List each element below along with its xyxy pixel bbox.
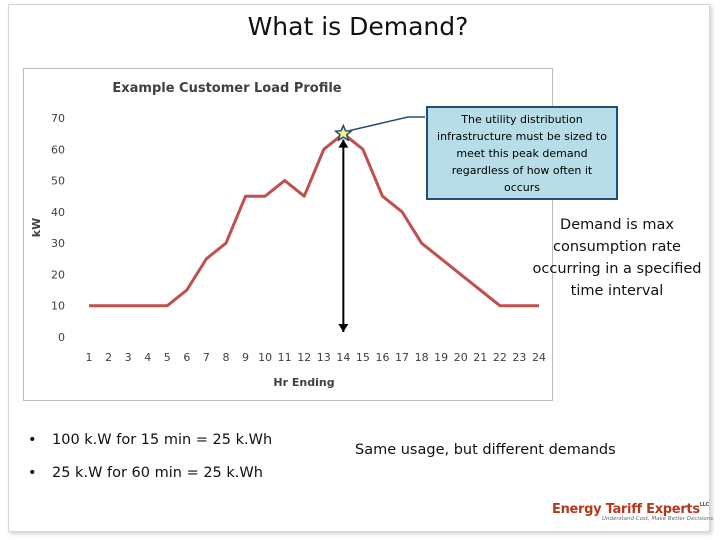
- callout-leader-line: [349, 116, 425, 132]
- logo-name: Energy Tariff Experts: [552, 502, 700, 517]
- series-line: [89, 132, 539, 308]
- bullet-item-1: • 100 k.W for 15 min = 25 k.Wh: [28, 432, 272, 448]
- bullet-text-1: 100 k.W for 15 min = 25 k.Wh: [52, 432, 273, 448]
- load-profile-chart: Example Customer Load Profile 0 10 20 30 40 50…: [30, 81, 546, 389]
- x-tick-label: 7: [203, 351, 210, 364]
- x-tick-label: 6: [183, 351, 190, 364]
- x-tick-label: 22: [493, 351, 507, 364]
- y-tick-label: 0: [58, 331, 65, 344]
- y-tick-label: 50: [51, 175, 65, 188]
- bullet-item-2: • 25 k.W for 60 min = 25 k.Wh: [28, 465, 263, 481]
- y-tick-label: 30: [51, 237, 65, 250]
- peak-arrow-head-bottom: [338, 324, 349, 332]
- x-tick-label: 10: [258, 351, 272, 364]
- demand-definition: Demand is max consumption rate occurring…: [532, 217, 702, 299]
- x-tick-label: 20: [454, 351, 468, 364]
- x-tick-label: 4: [144, 351, 151, 364]
- y-tick-label: 70: [51, 112, 65, 125]
- peak-star-icon: [333, 123, 353, 142]
- y-tick-label: 10: [51, 300, 65, 313]
- x-tick-label: 9: [242, 351, 249, 364]
- x-tick-label: 3: [125, 351, 132, 364]
- x-tick-label: 15: [356, 351, 370, 364]
- comparison-text: Same usage, but different demands: [355, 442, 616, 458]
- y-tick-label: 60: [51, 143, 65, 156]
- x-tick-label: 5: [164, 351, 171, 364]
- y-tick-label: 20: [51, 268, 65, 281]
- x-tick-label: 16: [375, 351, 389, 364]
- company-logo: Energy Tariff ExpertsLLC Understand Cost…: [552, 502, 714, 522]
- x-tick-label: 2: [105, 351, 112, 364]
- x-tick-label: 13: [317, 351, 331, 364]
- x-tick-label: 18: [415, 351, 429, 364]
- slide-title: What is Demand?: [247, 12, 469, 41]
- logo-suffix: LLC: [699, 502, 709, 508]
- chart-title: Example Customer Load Profile: [112, 81, 341, 96]
- x-tick-label: 12: [297, 351, 311, 364]
- x-axis-label: Hr Ending: [273, 376, 334, 389]
- logo-tagline: Understand Cost, Make Better Decisions: [602, 516, 714, 522]
- bullet-symbol: •: [28, 432, 37, 448]
- x-tick-label: 24: [532, 351, 546, 364]
- x-tick-label: 14: [336, 351, 350, 364]
- x-tick-label: 17: [395, 351, 409, 364]
- x-tick-label: 19: [434, 351, 448, 364]
- bullet-symbol: •: [28, 465, 37, 481]
- peak-arrow-head-top: [338, 139, 349, 148]
- y-axis-label: kW: [30, 218, 43, 237]
- y-tick-label: 40: [51, 206, 65, 219]
- x-tick-label: 23: [512, 351, 526, 364]
- x-tick-label: 21: [473, 351, 487, 364]
- x-tick-label: 8: [222, 351, 229, 364]
- bullet-text-2: 25 k.W for 60 min = 25 k.Wh: [52, 465, 263, 481]
- peak-demand-callout: The utility distribution infrastructure …: [426, 106, 618, 200]
- x-tick-label: 11: [278, 351, 292, 364]
- x-tick-label: 1: [86, 351, 93, 364]
